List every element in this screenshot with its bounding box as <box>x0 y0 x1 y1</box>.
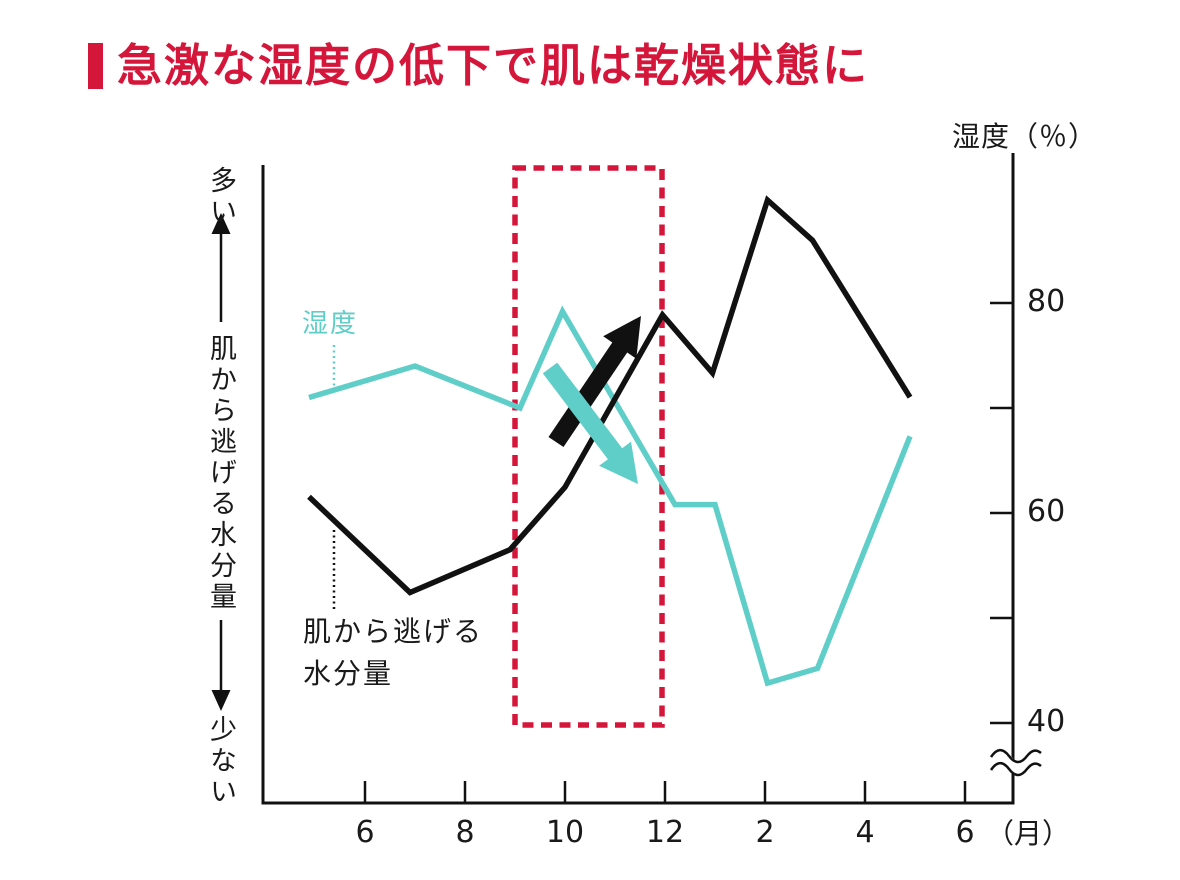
moisture-line <box>307 195 913 596</box>
moisture-rise-arrow <box>548 316 641 447</box>
page-title: 急激な湿度の低下で肌は乾燥状態に <box>117 39 870 92</box>
left-axis-low-label: 少ない <box>205 715 237 808</box>
x-tick-label: 8 <box>455 815 475 850</box>
y-tick-label: 80 <box>1027 284 1066 319</box>
x-tick-label: 10 <box>545 815 585 850</box>
axis-break-wave-bottom <box>989 761 1042 777</box>
humidity-drop-arrow <box>542 362 638 484</box>
y-tick-label: 40 <box>1027 704 1066 739</box>
y-tick-label: 60 <box>1027 494 1066 529</box>
x-tick-label: 12 <box>645 815 685 850</box>
left-axis-down-arrowhead <box>211 690 231 711</box>
humidity-line <box>308 305 913 687</box>
title-accent-bar <box>88 43 103 89</box>
left-axis-title: 肌から逃げる水分量 <box>205 334 237 613</box>
x-tick-label: 4 <box>855 815 875 850</box>
left-axis-up-arrowhead <box>211 213 231 234</box>
humidity-series-label: 湿度 <box>302 309 359 339</box>
right-axis-title: 湿度（％） <box>952 120 1098 153</box>
axis-break-mask <box>986 751 1045 775</box>
highlight-dashed-box <box>512 165 665 728</box>
moisture-series-label-line2: 水分量 <box>303 657 394 690</box>
moisture-series-label-line1: 肌から逃げる <box>303 615 484 648</box>
x-tick-label: 6 <box>355 815 375 850</box>
left-axis-high-label: 多い <box>205 166 237 228</box>
axis-break-wave-top <box>989 748 1042 764</box>
x-tick-label: 6 <box>955 815 975 850</box>
x-axis-unit-label: （月） <box>986 817 1071 850</box>
x-tick-label: 2 <box>755 815 775 850</box>
